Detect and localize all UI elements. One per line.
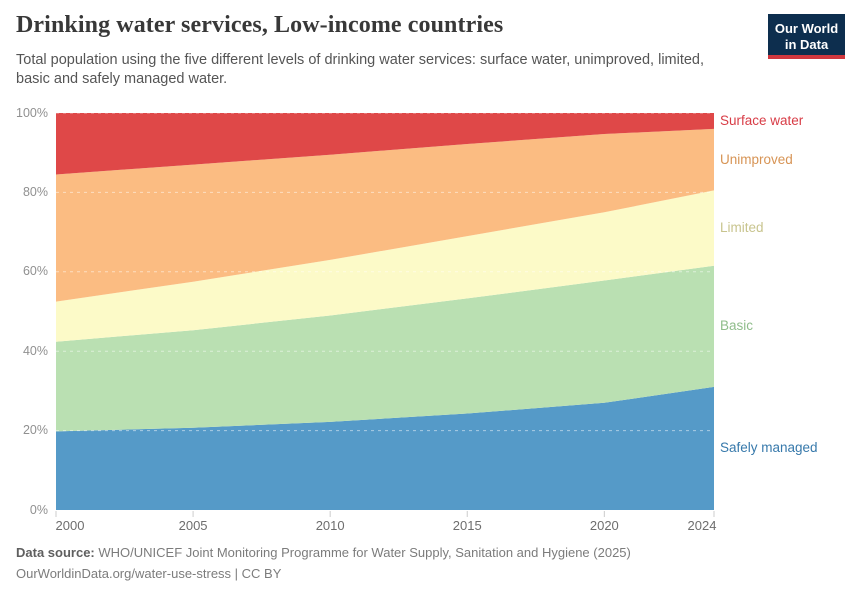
page-title: Drinking water services, Low-income coun… <box>16 12 504 38</box>
area-limited[interactable] <box>56 190 714 342</box>
data-source-text: WHO/UNICEF Joint Monitoring Programme fo… <box>94 545 631 560</box>
area-basic[interactable] <box>56 265 714 432</box>
x-tick-label-2020: 2020 <box>589 518 619 533</box>
series-label-safely-managed[interactable]: Safely managed <box>720 440 818 456</box>
series-label-basic[interactable]: Basic <box>720 318 754 334</box>
series-label-limited[interactable]: Limited <box>720 220 764 236</box>
owid-logo-line1: Our World <box>774 21 839 37</box>
data-source-label: Data source: <box>16 545 95 560</box>
x-tick-label-2015: 2015 <box>452 518 482 533</box>
x-tick-label-2000: 2000 <box>55 518 85 533</box>
x-tick-label-2005: 2005 <box>178 518 208 533</box>
canonical-url-link[interactable]: OurWorldinData.org/water-use-stress <box>16 566 232 581</box>
series-label-unimproved[interactable]: Unimproved <box>720 151 793 167</box>
x-tick-label-2010: 2010 <box>315 518 345 533</box>
owid-logo-line2: in Data <box>784 36 829 52</box>
license-line: OurWorldinData.org/water-use-stress | CC… <box>16 566 281 581</box>
y-tick-label-40: 40% <box>22 343 48 358</box>
separator: | <box>231 566 242 581</box>
series-label-surface-water[interactable]: Surface water <box>720 112 804 128</box>
owid-logo[interactable]: Our World in Data <box>768 14 845 59</box>
area-surface-water[interactable] <box>56 113 714 175</box>
y-tick-label-0: 0% <box>29 502 48 517</box>
owid-logo-accent-bar <box>768 55 845 59</box>
y-tick-label-60: 60% <box>22 264 48 279</box>
data-source-line: Data source: WHO/UNICEF Joint Monitoring… <box>16 545 631 560</box>
y-tick-label-20: 20% <box>22 423 48 438</box>
x-tick-label-2024: 2024 <box>687 518 717 533</box>
chart-subtitle: Total population using the five differen… <box>16 52 705 88</box>
area-unimproved[interactable] <box>56 128 714 302</box>
y-tick-label-100: 100% <box>16 105 48 120</box>
area-safely-managed[interactable] <box>56 386 714 510</box>
y-tick-label-80: 80% <box>22 184 48 199</box>
license-link[interactable]: CC BY <box>241 566 282 581</box>
